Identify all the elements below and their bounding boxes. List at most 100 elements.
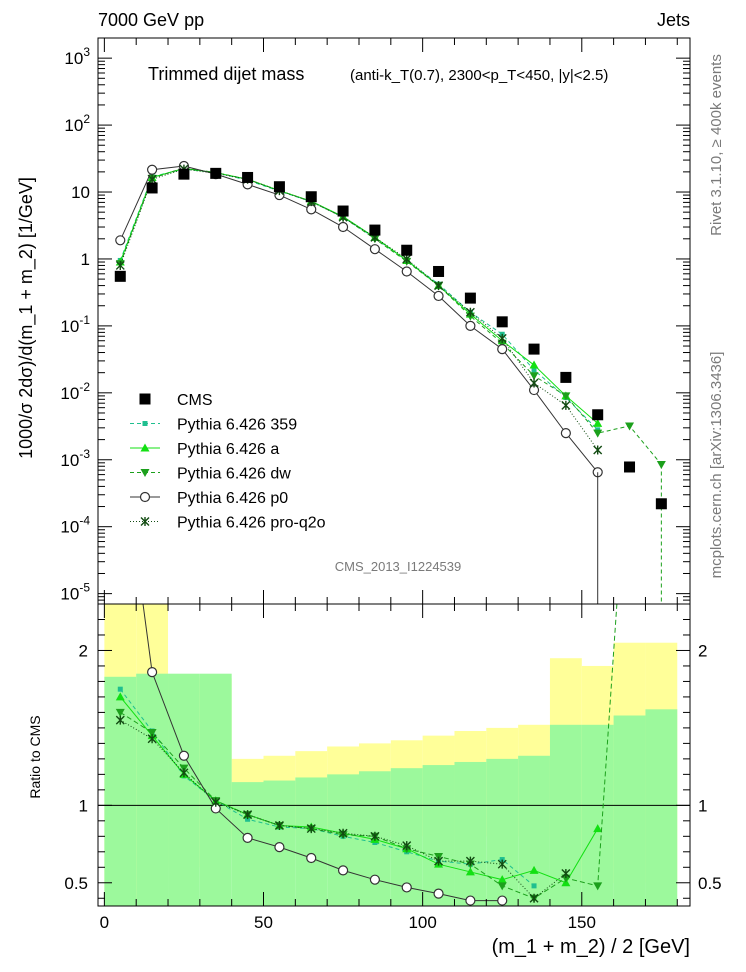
data-point (433, 265, 445, 277)
data-point (561, 392, 571, 401)
data-point (147, 164, 158, 175)
ratio-point (178, 750, 190, 761)
ratio-point (369, 874, 381, 885)
data-point (465, 307, 475, 317)
y-tick-label: 10-1 (60, 313, 90, 336)
y-axis-label-main: 1000/σ 2dσ)/d(m_1 + m_2) [1/GeV] (16, 177, 37, 459)
ratio-y-tick-label-left: 1 (79, 796, 88, 815)
ratio-point (434, 856, 444, 866)
ratio-point (497, 875, 507, 884)
ratio-point (306, 852, 317, 864)
legend-marker (140, 443, 150, 452)
data-point (560, 371, 572, 383)
data-point (115, 260, 125, 270)
ratio-point (370, 831, 380, 841)
stat-band-bin (613, 715, 646, 906)
legend-label: Pythia 6.426 a (177, 441, 279, 458)
stat-band-bin (454, 761, 487, 906)
legend-marker (140, 469, 150, 477)
series-line-pythia-6-426-359 (119, 168, 599, 431)
x-axis-label: (m_1 + m_2) / 2 [GeV] (492, 936, 690, 958)
ratio-frame (97, 603, 691, 907)
legend-label: Pythia 6.426 359 (177, 417, 297, 434)
data-point (146, 182, 158, 194)
legend-marker (142, 421, 148, 426)
x-tick-label: 100 (408, 913, 436, 932)
stat-band-bin (168, 673, 200, 906)
data-point (401, 244, 413, 256)
ratio-point (147, 667, 158, 678)
stat-band-bin (422, 765, 455, 906)
ratio-uncertainty-bands (104, 604, 678, 906)
stat-band-bin (645, 709, 678, 906)
data-point (210, 167, 222, 179)
ratio-point (529, 865, 539, 874)
data-point (497, 333, 507, 343)
stat-band-bin (518, 755, 550, 906)
main-series (114, 160, 667, 604)
data-point (560, 428, 571, 439)
ratio-point (465, 867, 475, 876)
stat-band-bin (136, 673, 169, 906)
data-point (115, 235, 126, 246)
data-point (592, 409, 604, 421)
ratio-point (243, 810, 253, 820)
ratio-point (179, 768, 189, 778)
ratio-point (401, 882, 412, 893)
data-point (369, 244, 381, 255)
series-line-pythia-6-426-pro-q2o (119, 168, 599, 451)
data-point (114, 270, 126, 282)
data-point (147, 174, 157, 184)
ratio-line-pythia-6-426-dw (120, 604, 618, 899)
data-point (529, 378, 539, 388)
legend: CMS Pythia 6.426 359 Pythia 6.426 a Pythia … (130, 392, 326, 532)
y-tick-label: 10 (71, 183, 90, 202)
ratio-point (274, 820, 284, 830)
ratio-point (211, 797, 221, 807)
ratio-point (337, 865, 349, 876)
ratio-series (98, 604, 690, 906)
x-tick-label: 150 (568, 913, 596, 932)
ratio-point (593, 882, 603, 891)
data-point (306, 204, 317, 215)
beam-energy-label: 7000 GeV pp (98, 10, 204, 30)
y-tick-label: 10-5 (60, 581, 90, 604)
data-point (242, 171, 254, 183)
ratio-point (497, 882, 507, 891)
legend-marker (139, 491, 151, 503)
analysis-id: CMS_2013_I1224539 (335, 559, 462, 574)
ratio-point (274, 842, 285, 853)
ratio-point (433, 888, 444, 899)
data-point (178, 168, 190, 180)
chart-subtitle: (anti-k_T(0.7), 2300<p_T<450, |y|<2.5) (350, 67, 608, 84)
ratio-point (242, 832, 253, 843)
data-point (593, 418, 603, 427)
data-point (434, 281, 444, 291)
mcplots-reference-label: mcplots.cern.ch [arXiv:1306.3436] (708, 352, 725, 579)
data-point (561, 400, 571, 410)
data-point (593, 429, 603, 438)
ratio-point (402, 841, 412, 851)
legend-label: Pythia 6.426 pro-q2o (177, 515, 326, 532)
y-tick-label: 1 (81, 250, 90, 269)
rivet-version-label: Rivet 3.1.10, ≥ 400k events (708, 54, 725, 236)
data-point (625, 422, 635, 431)
y-tick-label: 10-2 (60, 380, 90, 403)
ratio-y-tick-label-right: 2 (698, 641, 707, 660)
data-point (465, 320, 476, 331)
ratio-y-tick-label-left: 0.5 (64, 874, 88, 893)
ratio-point (497, 895, 508, 906)
data-point (402, 254, 412, 264)
ratio-y-tick-label-right: 0.5 (698, 874, 722, 893)
ratio-point (147, 729, 157, 738)
data-point (529, 372, 539, 381)
data-point (497, 339, 507, 348)
data-point (496, 316, 508, 328)
ratio-point (499, 857, 505, 863)
legend-label: CMS (177, 392, 213, 409)
data-point (337, 221, 349, 233)
ratio-point (117, 686, 123, 692)
data-point (655, 498, 667, 510)
series-line-pythia-6-426-dw (119, 167, 662, 465)
